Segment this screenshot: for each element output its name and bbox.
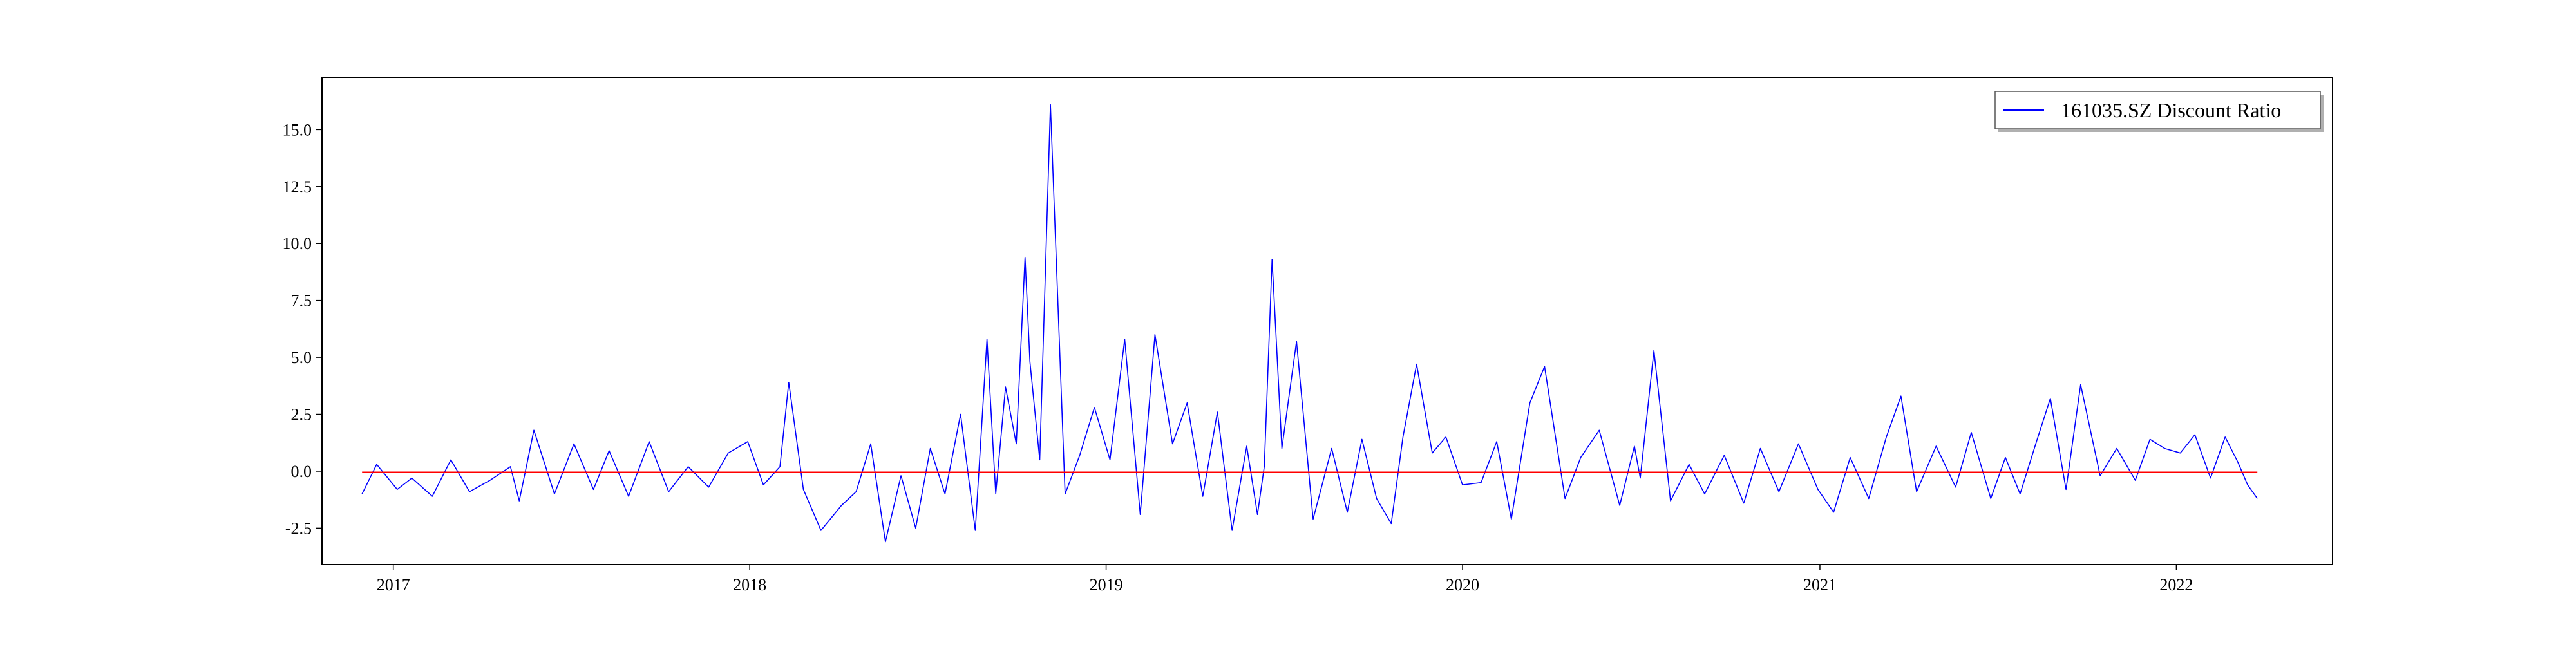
x-tick-label: 2019	[1090, 576, 1123, 594]
plot-frame	[321, 77, 2333, 565]
y-tick-label: 7.5	[291, 292, 312, 310]
axis-ticks: 2017 2018 2019 2020 2021 2022 -2.5 0.0 2.5 5.0 7.5…	[283, 120, 2193, 594]
legend-label: 161035.SZ Discount Ratio	[2061, 98, 2281, 122]
y-tick-label: 12.5	[283, 178, 312, 196]
y-tick-label: 5.0	[291, 348, 312, 367]
y-tick-label: -2.5	[285, 519, 312, 538]
x-tick-label: 2017	[377, 576, 410, 594]
y-tick-label: 10.0	[283, 234, 312, 253]
legend: 161035.SZ Discount Ratio	[1994, 91, 2324, 132]
y-tick-label: 15.0	[283, 120, 312, 139]
x-tick-label: 2022	[2159, 576, 2193, 594]
x-tick-label: 2021	[1803, 576, 1837, 594]
legend-box	[1994, 91, 2321, 129]
y-tick-label: 2.5	[291, 406, 312, 424]
y-tick-label: 0.0	[291, 462, 312, 481]
series-layer	[361, 104, 2258, 543]
discount-ratio-line	[361, 104, 2258, 543]
plot-area	[322, 77, 2333, 565]
x-tick-label: 2020	[1446, 576, 1479, 594]
x-tick-label: 2018	[733, 576, 766, 594]
